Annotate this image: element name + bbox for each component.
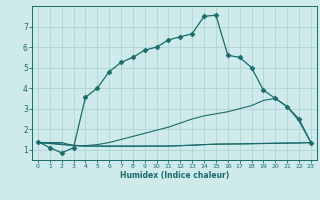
X-axis label: Humidex (Indice chaleur): Humidex (Indice chaleur) bbox=[120, 171, 229, 180]
